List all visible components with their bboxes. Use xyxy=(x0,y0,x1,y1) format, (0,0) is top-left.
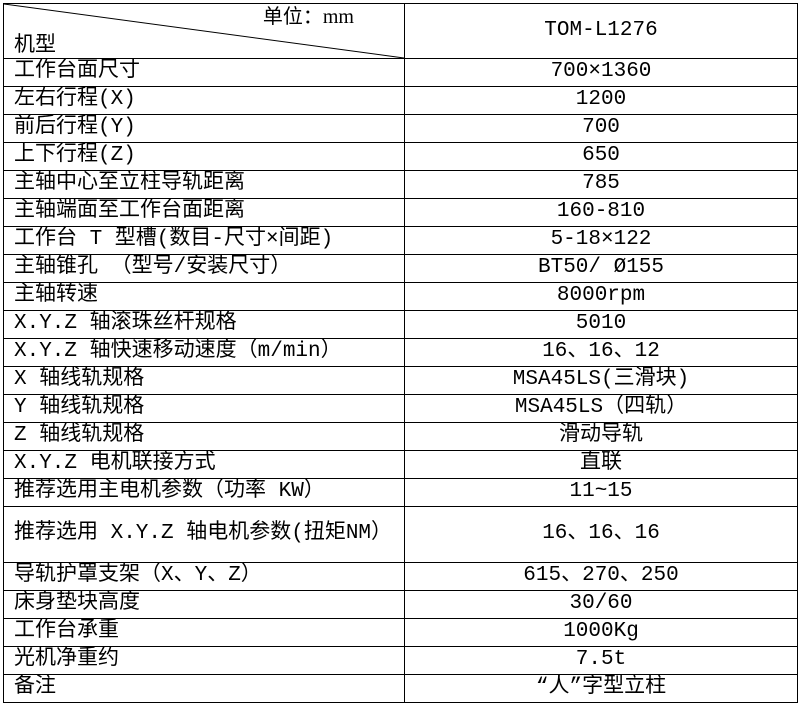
table-row: 备注 “人”字型立柱 xyxy=(3,674,798,703)
table-row: 工作台承重 1000Kg xyxy=(3,618,798,647)
spec-label: 备注 xyxy=(3,674,405,703)
table-row: X.Y.Z 电机联接方式 直联 xyxy=(3,450,798,479)
table-row: 上下行程(Z) 650 xyxy=(3,142,798,171)
table-row: 左右行程(X) 1200 xyxy=(3,86,798,115)
table-row: 推荐选用主电机参数（功率 KW） 11~15 xyxy=(3,478,798,507)
model-value: TOM-L1276 xyxy=(404,3,798,59)
spec-label: 主轴转速 xyxy=(3,282,405,311)
spec-label: X.Y.Z 轴快速移动速度（m/min） xyxy=(3,338,405,367)
model-label: 机型 xyxy=(14,31,56,56)
spec-label: 工作台面尺寸 xyxy=(3,58,405,87)
spec-value: 7.5t xyxy=(404,646,798,675)
table-row: 主轴中心至立柱导轨距离 785 xyxy=(3,170,798,199)
spec-value: 650 xyxy=(404,142,798,171)
table-row: 前后行程(Y) 700 xyxy=(3,114,798,143)
spec-label: 工作台承重 xyxy=(3,618,405,647)
table-row: 工作台 T 型槽(数目-尺寸×间距) 5-18×122 xyxy=(3,226,798,255)
table-row: 主轴端面至工作台面距离 160-810 xyxy=(3,198,798,227)
spec-table: 单位：mm 机型 TOM-L1276 工作台面尺寸 700×1360 左右行程(X)… xyxy=(3,3,798,703)
spec-value: 直联 xyxy=(404,450,798,479)
spec-label: 导轨护罩支架（X、Y、Z） xyxy=(3,562,405,591)
spec-value: “人”字型立柱 xyxy=(404,674,798,703)
diagonal-divider xyxy=(4,4,404,58)
spec-value: 8000rpm xyxy=(404,282,798,311)
table-row: Z 轴线轨规格 滑动导轨 xyxy=(3,422,798,451)
header-row: 单位：mm 机型 TOM-L1276 xyxy=(3,3,798,59)
spec-value: 16、16、16 xyxy=(404,506,798,563)
header-cell: 单位：mm 机型 xyxy=(3,3,405,59)
table-row: 床身垫块高度 30/60 xyxy=(3,590,798,619)
spec-label: X.Y.Z 电机联接方式 xyxy=(3,450,405,479)
spec-value: MSA45LS(三滑块) xyxy=(404,366,798,395)
table-row: 工作台面尺寸 700×1360 xyxy=(3,58,798,87)
spec-label: Z 轴线轨规格 xyxy=(3,422,405,451)
spec-label: 推荐选用主电机参数（功率 KW） xyxy=(3,478,405,507)
spec-label: 推荐选用 X.Y.Z 轴电机参数(扭矩NM） xyxy=(3,506,405,563)
spec-value: 615、270、250 xyxy=(404,562,798,591)
spec-label: 主轴锥孔 （型号/安装尺寸） xyxy=(3,254,405,283)
unit-label: 单位：mm xyxy=(262,6,354,28)
spec-value: 785 xyxy=(404,170,798,199)
spec-value: 700×1360 xyxy=(404,58,798,87)
spec-label: 前后行程(Y) xyxy=(3,114,405,143)
spec-label: 主轴中心至立柱导轨距离 xyxy=(3,170,405,199)
spec-value: 1000Kg xyxy=(404,618,798,647)
spec-value: 160-810 xyxy=(404,198,798,227)
spec-value: 5-18×122 xyxy=(404,226,798,255)
table-row: 主轴转速 8000rpm xyxy=(3,282,798,311)
spec-value: 16、16、12 xyxy=(404,338,798,367)
spec-value: 5010 xyxy=(404,310,798,339)
spec-label: 工作台 T 型槽(数目-尺寸×间距) xyxy=(3,226,405,255)
spec-label: Y 轴线轨规格 xyxy=(3,394,405,423)
spec-label: 上下行程(Z) xyxy=(3,142,405,171)
spec-label: 光机净重约 xyxy=(3,646,405,675)
table-row: 推荐选用 X.Y.Z 轴电机参数(扭矩NM） 16、16、16 xyxy=(3,506,798,563)
spec-value: BT50/ Ø155 xyxy=(404,254,798,283)
table-row: 导轨护罩支架（X、Y、Z） 615、270、250 xyxy=(3,562,798,591)
spec-label: 床身垫块高度 xyxy=(3,590,405,619)
table-row: 光机净重约 7.5t xyxy=(3,646,798,675)
spec-value: 700 xyxy=(404,114,798,143)
spec-value: 30/60 xyxy=(404,590,798,619)
table-row: 主轴锥孔 （型号/安装尺寸） BT50/ Ø155 xyxy=(3,254,798,283)
table-row: X.Y.Z 轴滚珠丝杆规格 5010 xyxy=(3,310,798,339)
table-row: X 轴线轨规格 MSA45LS(三滑块) xyxy=(3,366,798,395)
spec-value: MSA45LS（四轨） xyxy=(404,394,798,423)
spec-label: 主轴端面至工作台面距离 xyxy=(3,198,405,227)
spec-label: X 轴线轨规格 xyxy=(3,366,405,395)
table-row: X.Y.Z 轴快速移动速度（m/min） 16、16、12 xyxy=(3,338,798,367)
spec-label: X.Y.Z 轴滚珠丝杆规格 xyxy=(3,310,405,339)
spec-value: 滑动导轨 xyxy=(404,422,798,451)
table-row: Y 轴线轨规格 MSA45LS（四轨） xyxy=(3,394,798,423)
spec-value: 11~15 xyxy=(404,478,798,507)
spec-value: 1200 xyxy=(404,86,798,115)
spec-label: 左右行程(X) xyxy=(3,86,405,115)
